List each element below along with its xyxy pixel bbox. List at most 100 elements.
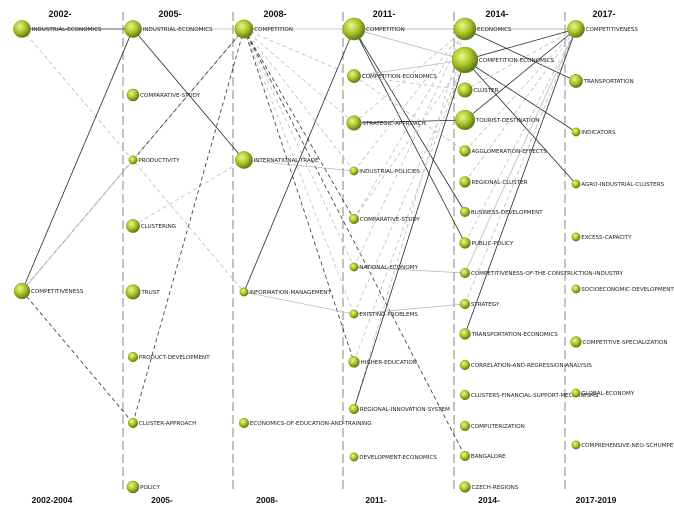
theme-node-industrial-economics: INDUSTRIAL-ECONOMICS: [124, 20, 213, 38]
evolution-link: [353, 28, 466, 172]
node-bubble: [349, 166, 359, 176]
theme-node-competitive-specialization: COMPETITIVE-SPECIALIZATION: [570, 336, 668, 348]
evolution-link: [243, 28, 355, 315]
theme-node-policy: POLICY: [126, 480, 160, 494]
node-label: REGIONAL-CLUSTER: [471, 180, 527, 186]
evolution-link: [353, 28, 466, 244]
theme-node-productivity: PRODUCTIVITY: [128, 155, 180, 165]
node-bubble: [459, 237, 471, 249]
node-label: INFORMATION-MANAGEMENT: [249, 290, 331, 296]
theme-node-public-policy: PUBLIC-POLICY: [459, 237, 514, 249]
period-footer-1: 2002-2004: [32, 495, 73, 505]
theme-node-socioeconomic-development: SOCIOECONOMIC-DEVELOPMENT: [571, 284, 674, 294]
theme-node-competitiveness: COMPETITIVENESS: [13, 282, 84, 300]
node-label: COMPARATIVE-STUDY: [360, 217, 421, 223]
node-label: NATIONAL-ECONOMY: [359, 265, 418, 271]
node-label: TRANSPORTATION: [583, 79, 634, 85]
evolution-link: [353, 28, 466, 61]
theme-node-comprehensive-neo-schumpet: COMPREHENSIVE-NEO-SCHUMPET: [571, 440, 674, 450]
theme-node-cluster-approach: CLUSTER-APPROACH: [127, 417, 196, 429]
period-footer-2: 2005-: [151, 495, 173, 505]
theme-node-comparative-study: COMPARATIVE-STUDY: [126, 88, 201, 102]
evolution-link: [353, 119, 466, 124]
theme-node-competitiveness: COMPETITIVENESS: [567, 20, 638, 38]
theme-node-computerization: COMPUTERIZATION: [459, 420, 525, 432]
evolution-link: [132, 28, 245, 424]
node-label: GLOBAL-ECONOMY: [581, 391, 635, 397]
period-header-2: 2005-: [158, 9, 181, 19]
node-label: HIGHER-EDUCATION: [360, 360, 417, 366]
node-bubble: [571, 284, 581, 294]
evolution-link: [243, 159, 355, 172]
theme-node-competition-economics: COMPETITION-ECONOMICS: [347, 69, 437, 83]
theme-node-regional-innovation-system: REGIONAL-INNOVATION-SYSTEM: [348, 403, 450, 415]
theme-node-industrial-economics: INDUSTRIAL-ECONOMICS: [13, 20, 102, 38]
theme-node-economics-of-education-and-training: ECONOMICS-OF-EDUCATION-AND-TRAINING: [238, 417, 372, 429]
evolution-link: [21, 290, 134, 424]
node-label: EXCESS-CAPACITY: [581, 235, 632, 241]
theme-node-product-development: PRODUCT-DEVELOPMENT: [127, 351, 210, 363]
evolution-link: [21, 28, 134, 292]
node-bubble: [459, 389, 471, 401]
node-bubble: [451, 46, 479, 74]
node-bubble: [459, 176, 471, 188]
period-header-3: 2008-: [263, 9, 286, 19]
period-header-1: 2002-: [48, 9, 71, 19]
evolution-link: [464, 28, 577, 121]
evolution-link: [464, 28, 577, 305]
node-bubble: [347, 69, 361, 83]
node-bubble: [459, 267, 471, 279]
period-footer-6: 2017-2019: [576, 495, 617, 505]
node-label: CLUSTER: [473, 88, 498, 94]
period-header-4: 2011-: [373, 9, 396, 19]
theme-node-strategy: STRATEGY: [459, 298, 500, 310]
node-bubble: [348, 356, 360, 368]
node-label: INDUSTRIAL-POLICIES: [359, 169, 420, 175]
evolution-link: [353, 28, 466, 410]
node-bubble: [126, 88, 140, 102]
node-bubble: [235, 151, 253, 169]
evolution-link: [243, 28, 466, 457]
theme-node-indicators: INDICATORS: [571, 127, 616, 137]
node-label: SOCIOECONOMIC-DEVELOPMENT: [581, 287, 674, 293]
evolution-link: [353, 59, 466, 220]
node-bubble: [127, 351, 139, 363]
node-label: BANGALORE: [471, 454, 506, 460]
node-label: COMPETITIVE-SPECIALIZATION: [582, 340, 667, 346]
node-bubble: [238, 417, 250, 429]
node-label: STRATEGIC-APPROACH: [362, 121, 425, 127]
evolution-link: [353, 28, 466, 124]
evolution-link: [353, 28, 466, 213]
theme-nodes: INDUSTRIAL-ECONOMICS COMPETITIVENESS INDUS…: [13, 17, 674, 494]
node-bubble: [13, 20, 31, 38]
evolution-link: [464, 28, 577, 244]
period-header-6: 2017-: [592, 9, 615, 19]
theme-node-tourist-destination: TOURIST-DESTINATION: [454, 109, 539, 131]
evolution-link: [353, 75, 466, 91]
theme-node-information-management: INFORMATION-MANAGEMENT: [239, 287, 331, 297]
theme-node-excess-capacity: EXCESS-CAPACITY: [571, 232, 632, 242]
node-bubble: [342, 17, 366, 41]
node-label: POLICY: [140, 485, 160, 491]
node-label: BUSINESS-DEVELOPMENT: [471, 210, 543, 216]
node-bubble: [459, 359, 471, 371]
theme-node-competition: COMPETITION: [234, 19, 293, 39]
node-bubble: [459, 206, 471, 218]
theme-node-clusters-financial-support-mechanisms: CLUSTERS-FINANCIAL-SUPPORT-MECHANISMS: [459, 389, 599, 401]
theme-node-existing-problems: EXISTING-PROBLEMS: [349, 309, 418, 319]
node-bubble: [346, 115, 362, 131]
theme-node-bangalore: BANGALORE: [459, 450, 506, 462]
node-bubble: [459, 481, 471, 493]
node-label: PUBLIC-POLICY: [471, 241, 513, 247]
node-label: INDUSTRIAL-ECONOMICS: [143, 27, 213, 33]
node-label: TRANSPORTATION-ECONOMICS: [470, 332, 558, 338]
node-bubble: [569, 74, 583, 88]
node-bubble: [459, 145, 471, 157]
evolution-link: [464, 28, 577, 91]
node-bubble: [349, 309, 359, 319]
theme-node-cluster: CLUSTER: [457, 82, 499, 98]
theme-node-development-economics: DEVELOPMENT-ECONOMICS: [349, 452, 437, 462]
node-label: CLUSTERING: [141, 224, 176, 230]
node-label: AGGLOMERATION-EFFECTS: [471, 149, 547, 155]
evolution-link: [353, 59, 466, 363]
